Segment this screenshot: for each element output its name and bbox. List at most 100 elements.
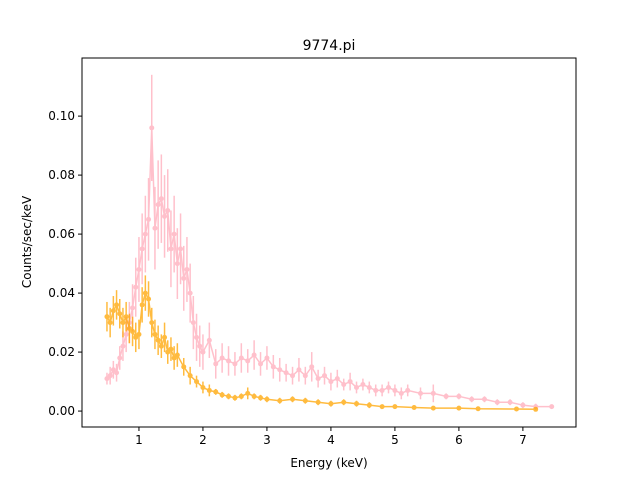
data-point [146, 296, 152, 302]
data-point [405, 387, 411, 393]
data-point [136, 331, 142, 337]
data-point [258, 361, 264, 367]
data-point [117, 311, 123, 317]
data-point [219, 355, 225, 361]
x-tick-label: 5 [391, 433, 399, 447]
data-point [533, 406, 539, 412]
data-point [114, 302, 120, 308]
data-point [162, 334, 168, 340]
data-point [213, 389, 219, 395]
data-point [130, 305, 136, 311]
x-axis-ticks: 1 2 3 4 5 6 7 [135, 427, 527, 447]
data-point [149, 320, 155, 326]
data-point [110, 367, 116, 373]
data-point [245, 390, 251, 396]
data-point [130, 328, 136, 334]
data-point [232, 395, 238, 401]
data-point [379, 387, 385, 393]
y-tick-label: 0.06 [48, 227, 75, 241]
data-point [104, 314, 110, 320]
data-point [136, 266, 142, 272]
data-point [251, 352, 257, 358]
y-tick-label: 0.08 [48, 168, 75, 182]
y-axis-label: Counts/sec/keV [20, 195, 34, 288]
y-axis-ticks: 0.00 0.02 0.04 0.06 0.08 0.10 [48, 109, 82, 418]
data-point [206, 387, 212, 393]
data-point [354, 384, 360, 390]
data-point [302, 398, 308, 404]
data-point [219, 392, 225, 398]
data-point [126, 325, 132, 331]
data-point [146, 216, 152, 222]
data-point [251, 393, 257, 399]
data-point [315, 399, 321, 405]
data-point [366, 384, 372, 390]
data-point [443, 393, 449, 399]
data-point [155, 202, 161, 208]
data-point [258, 395, 264, 401]
data-point [200, 349, 206, 355]
data-point [171, 355, 177, 361]
data-point [133, 334, 139, 340]
data-point [168, 346, 174, 352]
data-point [322, 373, 328, 379]
data-point [120, 320, 126, 326]
x-tick-label: 2 [199, 433, 207, 447]
data-point [181, 275, 187, 281]
data-point [200, 384, 206, 390]
data-point [190, 320, 196, 326]
data-point [341, 382, 347, 388]
data-point [347, 379, 353, 385]
data-point [290, 396, 296, 402]
data-point [149, 125, 155, 131]
data-point [110, 308, 116, 314]
data-point [549, 404, 555, 410]
data-point [197, 343, 203, 349]
data-point [155, 337, 161, 343]
data-point [107, 320, 113, 326]
data-point [456, 393, 462, 399]
data-point [178, 246, 184, 252]
axes-frame [81, 57, 577, 428]
data-point [171, 231, 177, 237]
data-point [187, 373, 193, 379]
data-point [277, 398, 283, 404]
data-point [120, 343, 126, 349]
data-point [418, 390, 424, 396]
data-point [133, 284, 139, 290]
data-point [328, 379, 334, 385]
data-point [341, 399, 347, 405]
data-point [174, 261, 180, 267]
data-point [334, 376, 340, 382]
data-point [494, 399, 500, 405]
data-point [309, 364, 315, 370]
data-point [152, 331, 158, 337]
data-point [206, 337, 212, 343]
data-point [354, 401, 360, 407]
data-point [264, 355, 270, 361]
data-point [373, 387, 379, 393]
data-point [302, 373, 308, 379]
data-point [328, 401, 334, 407]
data-point [114, 370, 120, 376]
y-tick-label: 0.00 [48, 404, 75, 418]
data-point [264, 396, 270, 402]
data-point [139, 302, 145, 308]
data-point [270, 364, 276, 370]
x-tick-label: 3 [263, 433, 271, 447]
data-point [117, 355, 123, 361]
data-point [174, 352, 180, 358]
data-point [398, 390, 404, 396]
data-point [392, 387, 398, 393]
data-point [139, 246, 145, 252]
series-1 [104, 275, 539, 412]
data-point [290, 373, 296, 379]
data-point [481, 396, 487, 402]
data-point [238, 393, 244, 399]
chart-title: 9774.pi [303, 38, 356, 54]
data-point [226, 393, 232, 399]
x-axis-label: Energy (keV) [290, 456, 367, 470]
data-point [360, 382, 366, 388]
